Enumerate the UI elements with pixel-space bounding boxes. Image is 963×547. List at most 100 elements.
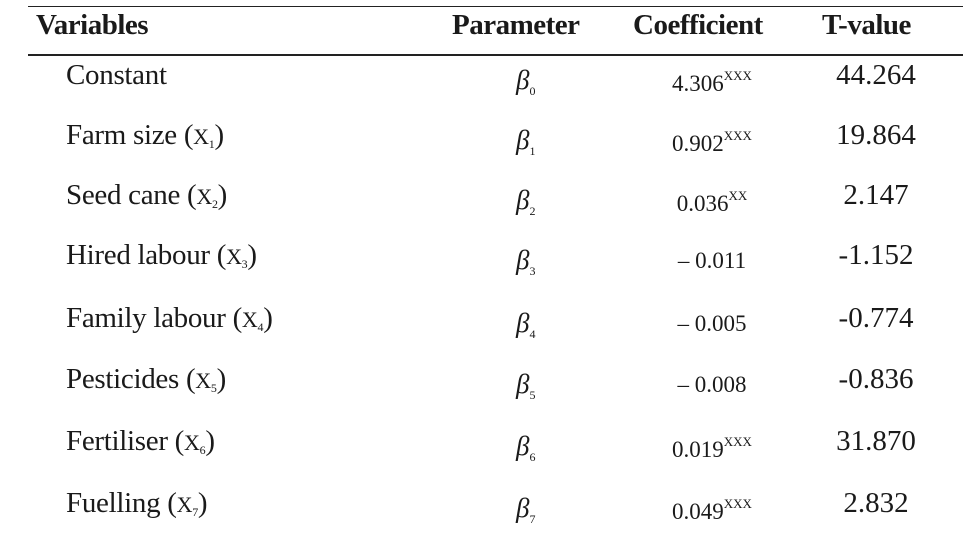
table-header-rule: [28, 54, 963, 56]
variable-name: Family labour: [66, 302, 233, 334]
parameter-index: 2: [529, 204, 536, 218]
coefficient-value: 0.049: [672, 499, 724, 524]
coefficient-cell: – 0.011: [612, 248, 812, 274]
paren-open: (: [174, 425, 185, 457]
tvalue-cell: 2.832: [843, 487, 909, 519]
variable-cell: Farm size (X1): [66, 119, 224, 152]
coefficient-value: 0.019: [672, 437, 724, 462]
variable-cell: Fertiliser (X6): [66, 425, 215, 458]
parameter-symbol: β: [516, 308, 530, 338]
variable-symbol-letter: X: [226, 244, 242, 269]
table-row: Fuelling (X7) β7 0.049XXX 2.832: [28, 487, 963, 547]
coefficient-value: 0.902: [672, 131, 724, 156]
parameter-cell: β2: [516, 185, 535, 219]
table-row: Fertiliser (X6) β6 0.019XXX 31.870: [28, 425, 963, 485]
variable-cell: Hired labour (X3): [66, 239, 257, 272]
coefficient-cell: – 0.008: [612, 372, 812, 398]
variable-symbol-index: 3: [241, 257, 248, 271]
variable-cell: Fuelling (X7): [66, 487, 208, 520]
significance-marker: XX: [728, 188, 748, 203]
variable-symbol-letter: X: [241, 307, 258, 332]
paren-close: ): [247, 239, 257, 271]
coefficient-value: – 0.008: [677, 372, 747, 397]
tvalue-cell: 31.870: [836, 425, 916, 457]
parameter-index: 6: [529, 450, 536, 464]
variable-name: Fuelling: [66, 487, 168, 519]
tvalue-cell: 19.864: [836, 119, 916, 151]
variable-cell: Constant: [66, 59, 167, 92]
variable-symbol-letter: X: [176, 492, 193, 517]
paren-close: ): [217, 179, 228, 211]
variable-symbol-letter: X: [193, 124, 209, 149]
paren-open: (: [167, 487, 177, 519]
paren-open: (: [185, 363, 196, 395]
parameter-index: 1: [529, 144, 536, 158]
variable-symbol-index: 5: [210, 381, 217, 395]
parameter-cell: β3: [516, 245, 535, 279]
variable-cell: Seed cane (X2): [66, 179, 227, 212]
significance-marker: XXX: [723, 434, 752, 449]
paren-open: (: [232, 302, 243, 334]
variable-name: Seed cane: [66, 179, 187, 211]
paren-close: ): [214, 119, 224, 151]
variable-name: Farm size: [66, 119, 184, 151]
parameter-cell: β0: [516, 65, 535, 99]
tvalue-cell: 2.147: [843, 179, 909, 211]
table-top-rule: [28, 6, 963, 7]
header-coefficient: Coefficient: [633, 9, 763, 41]
parameter-symbol: β: [516, 185, 530, 215]
variable-symbol-letter: X: [184, 430, 200, 455]
significance-marker: XXX: [723, 128, 752, 143]
table-row: Seed cane (X2) β2 0.036XX 2.147: [28, 179, 963, 239]
variable-name: Hired labour: [66, 239, 217, 271]
coefficient-cell: 4.306XXX: [612, 68, 812, 97]
parameter-cell: β4: [516, 308, 535, 342]
variable-symbol-index: 1: [208, 137, 215, 151]
variable-name: Constant: [66, 59, 167, 91]
coefficient-cell: 0.902XXX: [612, 128, 812, 157]
variable-symbol-index: 2: [211, 197, 218, 211]
parameter-index: 0: [529, 84, 536, 98]
significance-marker: XXX: [723, 68, 752, 83]
variable-symbol: X4: [241, 307, 264, 334]
parameter-index: 4: [529, 327, 536, 341]
coefficient-value: 4.306: [672, 71, 724, 96]
parameter-index: 3: [529, 264, 536, 278]
tvalue-cell: -0.774: [838, 302, 914, 334]
paren-close: ): [263, 302, 273, 334]
variable-symbol: X7: [176, 492, 199, 519]
table-row: Family labour (X4) β4– 0.005 -0.774: [28, 302, 963, 362]
parameter-cell: β7: [516, 493, 535, 527]
coefficient-cell: 0.036XX: [612, 188, 812, 217]
header-tvalue: T-value: [822, 9, 911, 41]
parameter-cell: β1: [516, 125, 535, 159]
parameter-symbol: β: [516, 431, 530, 461]
coefficient-cell: – 0.005: [612, 311, 812, 337]
parameter-symbol: β: [516, 245, 530, 275]
parameter-cell: β5: [516, 369, 535, 403]
variable-symbol-index: 4: [257, 320, 264, 334]
parameter-symbol: β: [516, 493, 530, 523]
paren-open: (: [183, 119, 194, 151]
variable-cell: Family labour (X4): [66, 302, 273, 335]
coefficient-value: – 0.011: [677, 248, 747, 273]
variable-cell: Pesticides (X5): [66, 363, 226, 396]
table-row: Farm size (X1) β1 0.902XXX 19.864: [28, 119, 963, 179]
table-row: Pesticides (X5) β5– 0.008 -0.836: [28, 363, 963, 423]
parameter-index: 7: [529, 512, 536, 526]
parameter-symbol: β: [516, 369, 530, 399]
parameter-index: 5: [529, 388, 536, 402]
paren-close: ): [205, 425, 215, 457]
table-row: Hired labour (X3) β3– 0.011 -1.152: [28, 239, 963, 299]
header-parameter: Parameter: [452, 9, 580, 41]
table-row: Constant β0 4.306XXX 44.264: [28, 59, 963, 119]
variable-symbol-index: 6: [199, 443, 206, 457]
parameter-symbol: β: [516, 125, 530, 155]
paren-open: (: [187, 179, 197, 211]
variable-symbol-index: 7: [192, 505, 198, 519]
variable-symbol: X2: [196, 184, 218, 211]
variable-name: Pesticides: [66, 363, 186, 395]
variable-symbol: X1: [193, 124, 215, 151]
header-variables: Variables: [36, 9, 149, 41]
variable-symbol: X5: [195, 368, 217, 395]
